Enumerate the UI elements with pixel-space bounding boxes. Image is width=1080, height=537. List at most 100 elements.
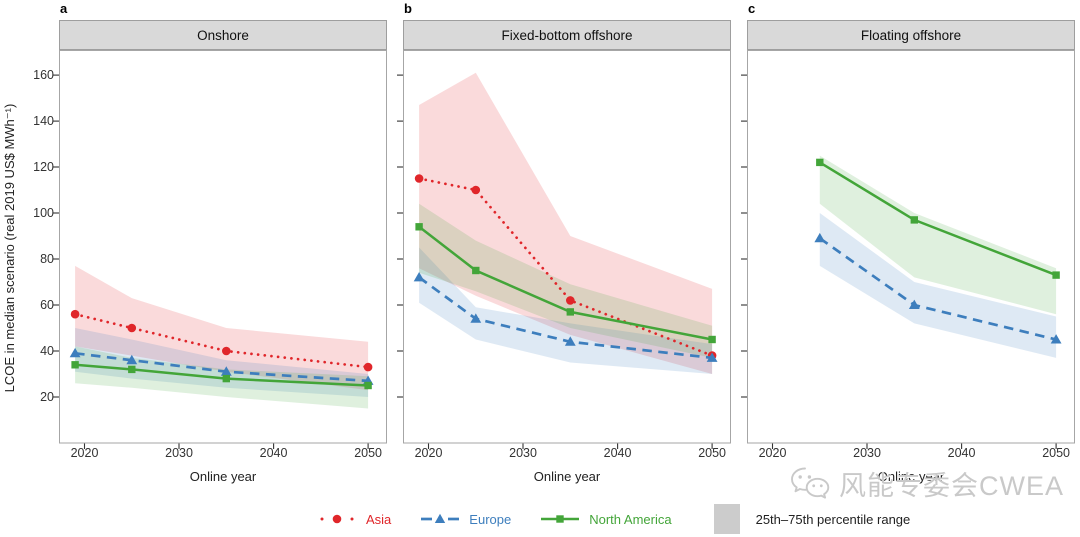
europe-percentile-band <box>75 328 369 397</box>
asia-percentile-band <box>75 265 369 391</box>
north-america-marker <box>1052 271 1060 279</box>
plot-area-fixed-bottom <box>393 50 741 451</box>
north-america-percentile-band <box>419 203 713 358</box>
legend-item-asia: Asia <box>318 512 391 527</box>
europe-marker <box>69 347 81 358</box>
x-tick-label: 2040 <box>603 446 632 460</box>
europe-line <box>418 276 713 360</box>
north-america-marker <box>128 365 136 374</box>
x-tick-label: 2030 <box>853 446 881 460</box>
north-america-marker <box>566 308 574 316</box>
x-tick-label: 2050 <box>1042 446 1070 460</box>
legend-label-north-america: North America <box>589 511 672 527</box>
asia-marker <box>414 174 424 183</box>
plot-background <box>747 50 1075 443</box>
europe-marker <box>814 232 826 243</box>
asia-marker <box>127 323 137 333</box>
panel-letter-b: b <box>404 1 412 16</box>
europe-percentile-band <box>819 213 1057 358</box>
legend-label-europe: Europe <box>469 511 512 527</box>
y-axis-title: LCOE in median scenario (real 2019 US$ M… <box>2 48 18 448</box>
plot-frame <box>59 50 387 444</box>
x-axis-label-onshore: Online year <box>189 469 257 484</box>
panel-title-bar-fixed-bottom: Fixed-bottom offshore <box>403 20 731 50</box>
north-america-solid-line-sample <box>541 515 580 523</box>
europe-line <box>74 351 369 383</box>
chart-svg-c <box>741 50 1075 449</box>
europe-marker <box>220 366 232 376</box>
north-america-line <box>418 225 713 341</box>
x-axis-label-floating: Online year <box>877 469 945 484</box>
europe-dashed-line-sample <box>421 513 460 523</box>
north-america-marker <box>472 266 480 275</box>
chart-svg-b <box>397 50 731 449</box>
north-america-marker <box>910 216 918 224</box>
north-america-marker <box>708 335 716 344</box>
y-axis-title-text: LCOE in median scenario (real 2019 US$ M… <box>2 103 17 393</box>
asia-marker <box>566 296 575 305</box>
plot-area-floating <box>737 50 1080 451</box>
y-tick-label: 80 <box>40 252 54 267</box>
panel-fixed-bottom-offshore: b Fixed-bottom offshore Online year 2020… <box>397 0 731 537</box>
europe-marker <box>413 272 425 282</box>
y-tick-label: 100 <box>33 206 54 221</box>
percentile-range-swatch <box>713 504 740 534</box>
y-tick-label: 60 <box>40 298 54 313</box>
north-america-line <box>74 363 369 387</box>
north-america-marker <box>222 374 230 383</box>
x-axis-label-fixed-bottom: Online year <box>533 469 601 484</box>
x-tick-label: 2020 <box>758 446 787 460</box>
panel-title-fixed-bottom: Fixed-bottom offshore <box>501 27 633 43</box>
panel-floating-offshore: c Floating offshore Online year 2020 2030… <box>741 0 1075 537</box>
plot-frame <box>747 50 1075 444</box>
panel-title-bar-floating: Floating offshore <box>747 20 1075 50</box>
legend-item-north-america: North America <box>541 511 672 527</box>
europe-percentile-band <box>419 247 713 374</box>
north-america-marker <box>364 381 372 390</box>
legend-item-europe: Europe <box>421 512 511 527</box>
asia-marker <box>363 362 373 372</box>
asia-dotted-line-sample <box>320 514 354 524</box>
y-tick-label: 40 <box>40 344 54 359</box>
asia-marker <box>70 309 80 319</box>
x-tick-label: 2040 <box>947 446 976 460</box>
panel-title-onshore: Onshore <box>197 27 249 43</box>
panel-letter-c: c <box>748 1 756 16</box>
y-tick-label: 120 <box>33 160 54 175</box>
x-tick-label: 2040 <box>259 446 288 460</box>
panel-letter-a: a <box>60 1 68 16</box>
asia-percentile-band <box>419 72 713 375</box>
europe-marker <box>908 299 920 309</box>
north-america-percentile-band <box>819 155 1057 315</box>
legend-range-label: 25th–75th percentile range <box>755 511 911 527</box>
asia-line <box>73 312 370 369</box>
europe-marker <box>1050 334 1062 344</box>
x-tick-label: 2050 <box>698 446 726 460</box>
x-tick-label: 2050 <box>354 446 382 460</box>
asia-marker <box>471 185 481 195</box>
legend-item-percentile-range: 25th–75th percentile range <box>713 504 911 534</box>
x-tick-label: 2030 <box>165 446 193 460</box>
europe-marker <box>470 313 482 323</box>
x-tick-label: 2020 <box>70 446 99 460</box>
chart-svg-a <box>53 50 387 449</box>
x-tick-label: 2030 <box>509 446 537 460</box>
y-tick-label: 140 <box>33 114 54 129</box>
europe-marker <box>126 354 138 365</box>
y-tick-label: 160 <box>33 68 54 83</box>
panel-title-bar-onshore: Onshore <box>59 20 387 50</box>
asia-marker <box>222 346 231 356</box>
north-america-marker <box>71 361 79 369</box>
legend-label-asia: Asia <box>366 511 392 527</box>
plot-frame <box>403 50 731 444</box>
panel-title-floating: Floating offshore <box>860 27 962 43</box>
plot-background <box>403 50 731 443</box>
europe-marker <box>706 352 718 362</box>
legend: Asia Europe North America 25th–75th perc… <box>318 503 910 535</box>
y-tick-label: 20 <box>40 390 54 404</box>
x-tick-label: 2020 <box>414 446 443 460</box>
europe-marker <box>564 336 576 346</box>
north-america-marker <box>816 158 824 167</box>
panel-onshore: a Onshore Online year 2020 2030 2040 2050 <box>53 0 387 537</box>
